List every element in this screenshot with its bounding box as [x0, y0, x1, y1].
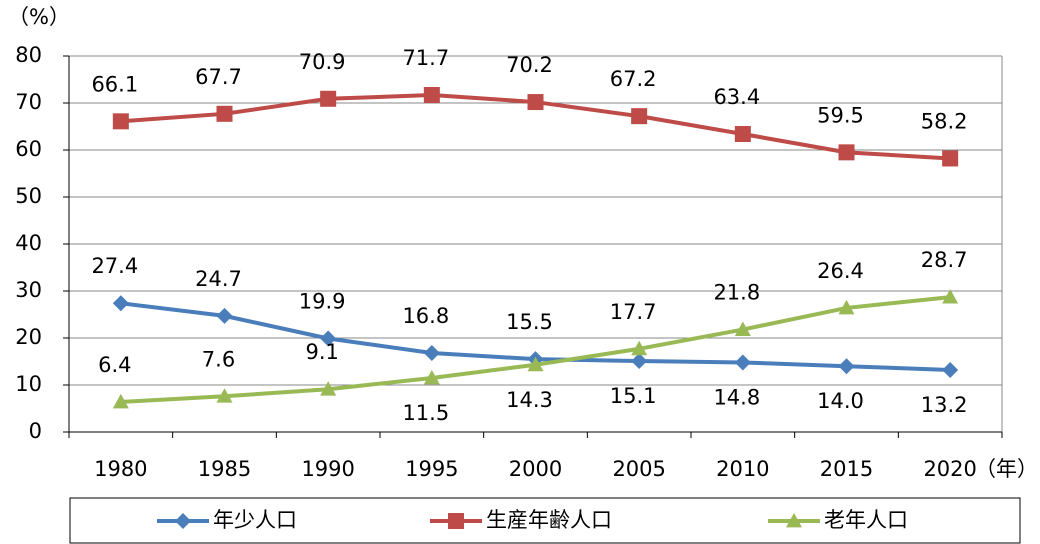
data-label: 70.2	[506, 53, 553, 77]
x-tick-label: 1995	[405, 457, 458, 481]
data-label: 14.0	[817, 389, 864, 413]
marker	[112, 113, 129, 130]
x-tick-label: 2000	[509, 457, 562, 481]
legend-label: 老年人口	[824, 508, 908, 532]
legend-label: 生産年齢人口	[486, 508, 612, 532]
data-label: 27.4	[91, 254, 138, 278]
marker	[838, 299, 855, 315]
data-label: 15.1	[610, 384, 657, 408]
data-label: 28.7	[921, 248, 968, 272]
data-label: 14.8	[713, 385, 760, 409]
x-tick-label: 1980	[94, 457, 147, 481]
marker	[448, 513, 464, 529]
y-tick-label: 20	[15, 325, 42, 349]
marker	[734, 354, 751, 371]
data-label: 67.7	[195, 65, 242, 89]
y-tick-label: 0	[29, 419, 42, 443]
legend-label: 年少人口	[213, 508, 297, 532]
x-tick-label: 1985	[198, 457, 251, 481]
marker	[838, 358, 855, 375]
x-tick-label: 2010	[716, 457, 769, 481]
marker	[320, 90, 337, 107]
data-label: 58.2	[921, 109, 968, 133]
marker	[838, 144, 855, 161]
marker	[216, 307, 233, 324]
y-tick-label: 70	[15, 90, 42, 114]
data-label: 14.3	[506, 388, 553, 412]
marker	[631, 340, 648, 356]
y-tick-label: 30	[15, 278, 42, 302]
marker	[631, 353, 648, 370]
marker	[942, 361, 959, 378]
marker	[631, 108, 648, 125]
y-tick-label: 10	[15, 372, 42, 396]
y-tick-label: 40	[15, 231, 42, 255]
marker	[786, 513, 802, 528]
marker	[942, 150, 959, 167]
data-label: 26.4	[817, 259, 864, 283]
marker	[320, 381, 337, 396]
data-label: 67.2	[610, 67, 657, 91]
y-tick-label: 50	[15, 184, 42, 208]
x-tick-label: 2015	[820, 457, 873, 481]
marker	[423, 369, 440, 385]
marker	[112, 393, 129, 409]
marker	[175, 513, 191, 529]
data-label: 6.4	[98, 353, 131, 377]
y-tick-label: 80	[15, 43, 42, 67]
marker	[112, 295, 129, 312]
data-label: 16.8	[402, 304, 449, 328]
data-label: 15.5	[506, 310, 553, 334]
marker	[527, 356, 544, 372]
data-label: 63.4	[713, 85, 760, 109]
data-label: 24.7	[195, 267, 242, 291]
marker	[216, 105, 233, 122]
data-label: 13.2	[921, 393, 968, 417]
marker	[734, 321, 751, 336]
data-label: 66.1	[91, 72, 138, 96]
data-label: 19.9	[299, 289, 346, 313]
data-label: 17.7	[610, 300, 657, 324]
marker	[216, 388, 233, 403]
legend-box	[69, 497, 1021, 544]
data-label: 11.5	[402, 401, 449, 425]
data-label: 71.7	[402, 46, 449, 70]
marker	[423, 345, 440, 362]
marker	[320, 330, 337, 347]
y-tick-label: 60	[15, 137, 42, 161]
data-label: 21.8	[713, 281, 760, 305]
marker	[942, 289, 959, 304]
y-axis-label: （%）	[8, 5, 70, 29]
x-tick-label: 2005	[612, 457, 665, 481]
x-axis-label: （年）	[975, 457, 1038, 481]
marker	[423, 87, 440, 104]
x-tick-label: 2020	[923, 457, 976, 481]
marker	[527, 94, 544, 111]
data-label: 59.5	[817, 103, 864, 127]
data-label: 70.9	[299, 50, 346, 74]
data-label: 7.6	[202, 347, 235, 371]
x-tick-label: 1990	[301, 457, 354, 481]
marker	[734, 126, 751, 143]
data-label: 9.1	[305, 340, 338, 364]
